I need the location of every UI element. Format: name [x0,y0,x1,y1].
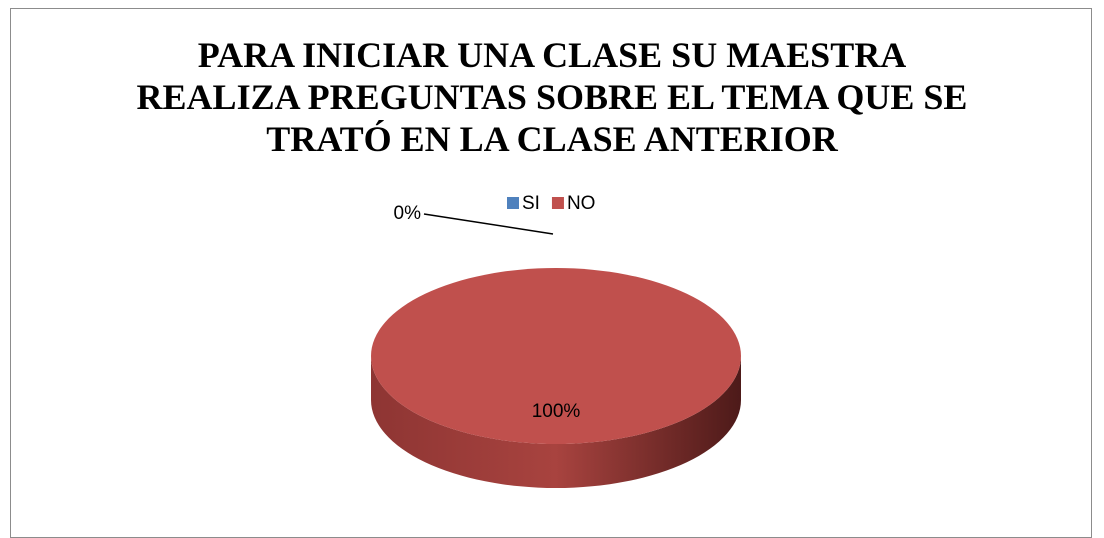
chart-title: PARA INICIAR UNA CLASE SU MAESTRA REALIZ… [136,35,968,159]
legend-swatch [507,197,519,209]
pie-side [371,356,741,488]
legend-label: NO [567,193,596,214]
pie-slice [371,268,741,444]
data-label: 100% [532,401,581,422]
leader-line [423,213,554,235]
legend-label: SI [522,193,540,214]
legend-swatch [551,197,564,209]
data-label: 0% [394,203,422,224]
